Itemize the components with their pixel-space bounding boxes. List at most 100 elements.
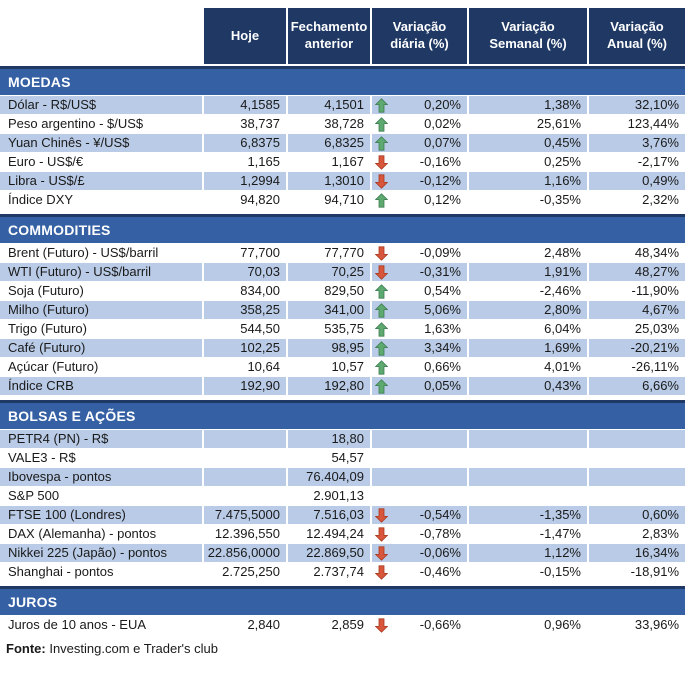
fechamento-value: 4,1501 xyxy=(288,96,370,114)
variacao-semanal-value: 0,45% xyxy=(469,134,587,152)
table-row-dolar-r-us: Dólar - R$/US$ 4,1585 4,1501 0,20% 1,38% 32,1… xyxy=(0,96,686,114)
variacao-anual-value: 0,49% xyxy=(589,172,685,190)
variacao-diaria-cell: 0,05% xyxy=(372,377,467,395)
fechamento-value: 70,25 xyxy=(288,263,370,281)
fechamento-value: 2.901,13 xyxy=(288,487,370,505)
row-label: WTI (Futuro) - US$/barril xyxy=(0,263,202,281)
variacao-semanal-value xyxy=(469,468,587,486)
variacao-diaria-value: 5,06% xyxy=(424,302,461,317)
variacao-diaria-cell: 0,02% xyxy=(372,115,467,133)
variacao-diaria-value: 0,54% xyxy=(424,283,461,298)
variacao-diaria-value: -0,54% xyxy=(419,507,461,522)
table-row-euro-us: Euro - US$/€ 1,165 1,167 -0,16% 0,25% -2,17% xyxy=(0,153,686,171)
section-bolsas-e-acoes: BOLSAS E AÇÕES PETR4 (PN) - R$ 18,80 VALE3 … xyxy=(0,400,686,581)
hoje-value: 192,90 xyxy=(204,377,286,395)
variacao-semanal-value xyxy=(469,449,587,467)
hoje-value xyxy=(204,468,286,486)
row-label: Trigo (Futuro) xyxy=(0,320,202,338)
hoje-value: 38,737 xyxy=(204,115,286,133)
hoje-value: 358,25 xyxy=(204,301,286,319)
fechamento-value: 192,80 xyxy=(288,377,370,395)
variacao-diaria-cell: -0,31% xyxy=(372,263,467,281)
table-row-peso-argentino-us: Peso argentino - $/US$ 38,737 38,728 0,02% 2… xyxy=(0,115,686,133)
up-arrow-icon xyxy=(375,135,388,151)
fechamento-value: 2,859 xyxy=(288,616,370,634)
column-header-variacao-anual: Variação Anual (%) xyxy=(589,8,685,64)
column-header-variacao-semanal: Variação Semanal (%) xyxy=(469,8,587,64)
row-label: Soja (Futuro) xyxy=(0,282,202,300)
hoje-value: 1,2994 xyxy=(204,172,286,190)
variacao-diaria-value: 1,63% xyxy=(424,321,461,336)
fechamento-value: 829,50 xyxy=(288,282,370,300)
table-row-wti-futuro-us-barril: WTI (Futuro) - US$/barril 70,03 70,25 -0,31… xyxy=(0,263,686,281)
variacao-diaria-value: -0,66% xyxy=(419,617,461,632)
variacao-anual-value: 4,67% xyxy=(589,301,685,319)
variacao-diaria-cell xyxy=(372,449,467,467)
variacao-anual-value: 16,34% xyxy=(589,544,685,562)
variacao-diaria-cell xyxy=(372,468,467,486)
variacao-diaria-cell xyxy=(372,430,467,448)
table-row-indice-dxy: Índice DXY 94,820 94,710 0,12% -0,35% 2,32% xyxy=(0,191,686,209)
variacao-semanal-value: -0,35% xyxy=(469,191,587,209)
variacao-semanal-value: 6,04% xyxy=(469,320,587,338)
variacao-semanal-value: -0,15% xyxy=(469,563,587,581)
variacao-diaria-cell: -0,46% xyxy=(372,563,467,581)
down-arrow-icon xyxy=(375,564,388,580)
fechamento-value: 76.404,09 xyxy=(288,468,370,486)
table-body: MOEDAS Dólar - R$/US$ 4,1585 4,1501 0,20% 1,3… xyxy=(0,66,686,634)
variacao-semanal-value: 1,91% xyxy=(469,263,587,281)
row-label: Ibovespa - pontos xyxy=(0,468,202,486)
variacao-diaria-value: 3,34% xyxy=(424,340,461,355)
source-line: Fonte: Investing.com e Trader's club xyxy=(0,641,686,656)
fechamento-value: 22.869,50 xyxy=(288,544,370,562)
variacao-anual-value: 25,03% xyxy=(589,320,685,338)
column-header-variacao-diaria: Variação diária (%) xyxy=(372,8,467,64)
fechamento-value: 38,728 xyxy=(288,115,370,133)
variacao-semanal-value: -1,35% xyxy=(469,506,587,524)
table-row-trigo-futuro: Trigo (Futuro) 544,50 535,75 1,63% 6,04% 25,0… xyxy=(0,320,686,338)
variacao-diaria-value: 0,12% xyxy=(424,192,461,207)
up-arrow-icon xyxy=(375,97,388,113)
hoje-value: 77,700 xyxy=(204,244,286,262)
variacao-diaria-cell: 1,63% xyxy=(372,320,467,338)
variacao-anual-value: 2,83% xyxy=(589,525,685,543)
table-row-juros-de-10-anos-eua: Juros de 10 anos - EUA 2,840 2,859 -0,66% 0,… xyxy=(0,616,686,634)
variacao-diaria-cell: -0,12% xyxy=(372,172,467,190)
hoje-value: 12.396,550 xyxy=(204,525,286,543)
fechamento-value: 54,57 xyxy=(288,449,370,467)
variacao-diaria-value: -0,31% xyxy=(419,264,461,279)
table-row-yuan-chines-us: Yuan Chinês - ¥/US$ 6,8375 6,8325 0,07% 0,45… xyxy=(0,134,686,152)
variacao-anual-value: 2,32% xyxy=(589,191,685,209)
variacao-anual-value xyxy=(589,430,685,448)
variacao-semanal-value: 1,38% xyxy=(469,96,587,114)
hoje-value xyxy=(204,449,286,467)
hoje-value: 94,820 xyxy=(204,191,286,209)
variacao-diaria-cell: -0,78% xyxy=(372,525,467,543)
row-label: Índice DXY xyxy=(0,191,202,209)
variacao-anual-value: -26,11% xyxy=(589,358,685,376)
row-label: Peso argentino - $/US$ xyxy=(0,115,202,133)
variacao-semanal-value: 1,12% xyxy=(469,544,587,562)
hoje-value: 2,840 xyxy=(204,616,286,634)
variacao-semanal-value: 2,80% xyxy=(469,301,587,319)
up-arrow-icon xyxy=(375,359,388,375)
hoje-value: 834,00 xyxy=(204,282,286,300)
variacao-diaria-cell: 0,12% xyxy=(372,191,467,209)
variacao-anual-value: -18,91% xyxy=(589,563,685,581)
variacao-anual-value: 48,27% xyxy=(589,263,685,281)
variacao-diaria-cell: -0,16% xyxy=(372,153,467,171)
variacao-anual-value: 33,96% xyxy=(589,616,685,634)
row-label: FTSE 100 (Londres) xyxy=(0,506,202,524)
fechamento-value: 10,57 xyxy=(288,358,370,376)
row-label: Açúcar (Futuro) xyxy=(0,358,202,376)
hoje-value: 10,64 xyxy=(204,358,286,376)
variacao-diaria-cell: 0,07% xyxy=(372,134,467,152)
variacao-diaria-value: -0,06% xyxy=(419,545,461,560)
section-header-moedas: MOEDAS xyxy=(0,66,685,95)
variacao-diaria-cell: 0,54% xyxy=(372,282,467,300)
row-label: DAX (Alemanha) - pontos xyxy=(0,525,202,543)
table-row-brent-futuro-us-barril: Brent (Futuro) - US$/barril 77,700 77,770 -… xyxy=(0,244,686,262)
up-arrow-icon xyxy=(375,302,388,318)
variacao-anual-value xyxy=(589,487,685,505)
table-row-shanghai-pontos: Shanghai - pontos 2.725,250 2.737,74 -0,46%… xyxy=(0,563,686,581)
